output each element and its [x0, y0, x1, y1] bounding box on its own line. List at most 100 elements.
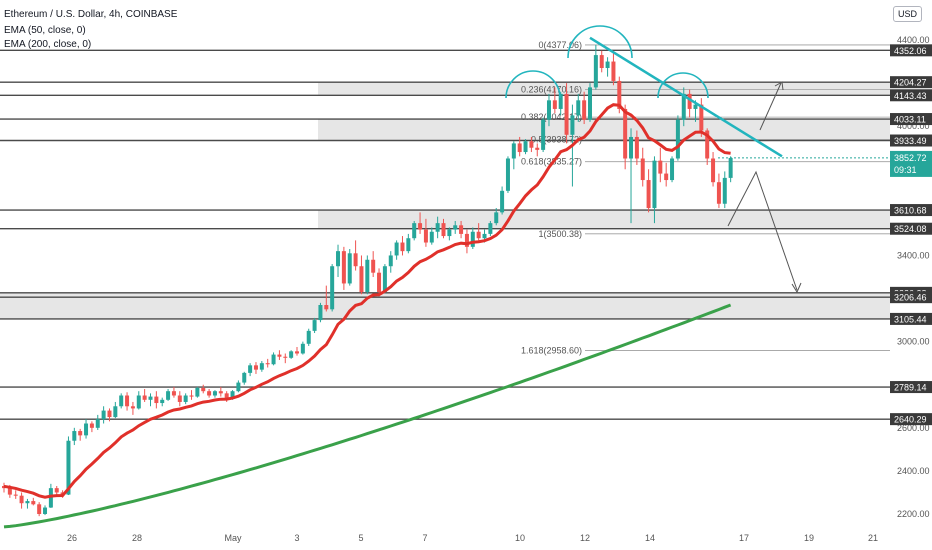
candle-body — [171, 391, 176, 396]
candle-body — [183, 395, 188, 402]
x-tick-label: 10 — [515, 533, 525, 543]
candle-body — [453, 225, 458, 230]
descending-trendline — [589, 36, 783, 158]
candle-body — [535, 147, 540, 150]
fib-label: 0(4377.06) — [538, 40, 582, 50]
ema50-legend[interactable]: EMA (50, close, 0) — [4, 25, 86, 36]
candle-body — [447, 229, 452, 237]
candle-body — [224, 393, 229, 399]
candle-body — [722, 177, 727, 204]
candle-body — [142, 395, 147, 400]
level-tag — [890, 76, 932, 89]
fib-label: 1(3500.38) — [538, 229, 582, 239]
candle-body — [306, 330, 311, 344]
candle-body — [675, 119, 680, 159]
candle-body — [54, 488, 59, 493]
x-tick-label: 3 — [294, 533, 299, 543]
candle-body — [441, 223, 446, 237]
candle-body — [230, 391, 235, 399]
candle-body — [687, 93, 692, 109]
last-price-text: 3852.72 — [894, 153, 927, 163]
candle-body — [623, 108, 628, 159]
level-tag-text: 3524.08 — [894, 224, 927, 234]
candle-body — [43, 507, 48, 514]
candle-body — [611, 61, 616, 81]
level-tag-text: 3933.49 — [894, 136, 927, 146]
level-tag-text: 2789.14 — [894, 383, 927, 393]
price-axis[interactable]: 2200.002400.002600.002800.003000.003200.… — [897, 35, 930, 519]
candle-body — [617, 80, 622, 109]
candle-body — [160, 399, 165, 404]
level-tag-text: 3610.68 — [894, 206, 927, 216]
candle-body — [13, 494, 18, 496]
projection-up-path — [759, 82, 782, 131]
level-tag-text: 4143.43 — [894, 91, 927, 101]
level-tag — [890, 89, 932, 102]
candle-body — [125, 395, 130, 407]
candle-body — [523, 141, 528, 153]
candle-body — [289, 351, 294, 358]
horizontal-levels — [0, 49, 890, 420]
candle-body — [31, 501, 36, 505]
candle-body — [7, 488, 12, 495]
head-shoulders-arc — [657, 72, 709, 99]
candle-body — [101, 410, 106, 420]
candle-body — [324, 305, 329, 310]
candle-body — [330, 266, 335, 310]
candle-body — [25, 501, 30, 504]
candle-body — [670, 158, 675, 181]
candle-body — [529, 141, 534, 148]
level-tag — [890, 44, 932, 57]
x-tick-label: 26 — [67, 533, 77, 543]
candle-body — [470, 231, 475, 247]
currency-button[interactable]: USD — [892, 6, 922, 22]
fib-label: 0.5(3938.72) — [531, 134, 582, 144]
candle-body — [72, 431, 77, 441]
candle-body — [576, 100, 581, 116]
support-resistance-zones — [0, 82, 890, 319]
candle-body — [541, 119, 546, 150]
candle-body — [318, 305, 323, 321]
candle-body — [107, 410, 112, 418]
arrow-up-icon — [774, 81, 784, 91]
candle-body — [716, 182, 721, 204]
candle-body — [429, 231, 434, 243]
zone-band — [318, 119, 890, 141]
candlestick-series — [2, 44, 733, 517]
head-shoulders-arc — [567, 25, 633, 59]
candle-body — [418, 223, 423, 230]
level-tag — [890, 291, 932, 304]
chart-title: Ethereum / U.S. Dollar, 4h, COINBASE — [4, 9, 178, 20]
candle-body — [711, 158, 716, 183]
candle-body — [640, 158, 645, 181]
candle-body — [588, 87, 592, 120]
candle-body — [629, 136, 634, 159]
candle-body — [253, 365, 258, 370]
fib-label: 1.618(2958.60) — [521, 346, 582, 356]
candle-body — [464, 233, 469, 247]
candle-body — [552, 100, 557, 109]
candle-body — [248, 365, 253, 373]
time-axis[interactable]: 26 28 May 3 5 7 10 12 14 17 19 21 — [67, 533, 878, 543]
candle-body — [189, 395, 194, 397]
level-tag — [890, 222, 932, 235]
ema200-legend[interactable]: EMA (200, close, 0) — [4, 39, 92, 50]
y-tick-label: 2600.00 — [897, 423, 930, 433]
price-axis-tags: 4352.06 4204.27 4143.43 4033.11 3933.49 3610.… — [718, 44, 932, 426]
candle-body — [341, 251, 346, 284]
candle-body — [705, 130, 710, 159]
level-tag — [890, 381, 932, 394]
candle-body — [154, 396, 159, 404]
x-tick-label: 19 — [804, 533, 814, 543]
candle-body — [300, 343, 305, 354]
candle-body — [400, 242, 405, 252]
candle-body — [353, 253, 358, 267]
candle-body — [148, 396, 153, 400]
last-price-tag — [890, 150, 932, 177]
candle-body — [558, 93, 563, 109]
candle-body — [494, 212, 499, 224]
ema50-line — [3, 103, 731, 499]
candle-body — [488, 223, 493, 234]
candle-body — [546, 100, 551, 120]
